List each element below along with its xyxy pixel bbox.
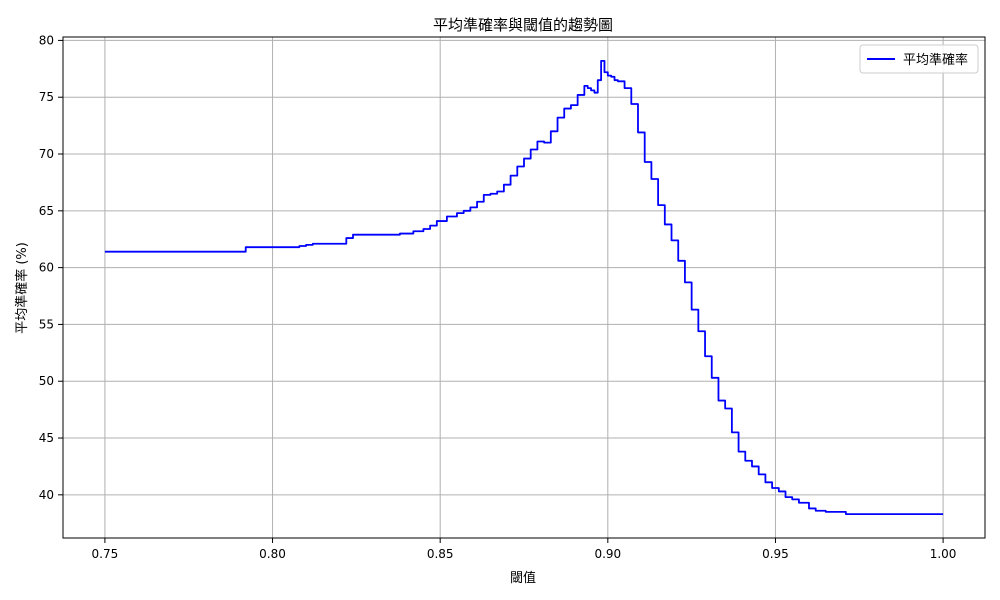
- y-tick-label: 80: [39, 33, 54, 47]
- grid: [63, 37, 985, 538]
- x-tick-label: 0.75: [92, 547, 119, 561]
- y-tick-label: 55: [39, 317, 54, 331]
- legend: 平均準確率: [859, 44, 979, 74]
- axis-ticks: 0.75 0.80 0.85 0.90 0.95 1.00 40 45 50 55 60 65 70 75…: [39, 33, 957, 561]
- legend-box: [859, 44, 979, 74]
- y-tick-label: 65: [39, 204, 54, 218]
- series-line-0: [104, 59, 944, 516]
- x-tick-label: 0.90: [594, 547, 621, 561]
- x-tick-label: 0.95: [762, 547, 789, 561]
- y-tick-label: 45: [39, 431, 54, 445]
- y-tick-label: 70: [39, 147, 54, 161]
- x-axis-title: 閾值: [510, 570, 536, 586]
- plot-frame: [62, 36, 986, 539]
- y-tick-label: 60: [39, 261, 54, 275]
- y-tick-label: 40: [39, 488, 54, 502]
- series-layer: [104, 59, 944, 516]
- x-tick-label: 0.85: [427, 547, 454, 561]
- y-tick-label: 50: [39, 374, 54, 388]
- x-tick-label: 0.80: [259, 547, 286, 561]
- y-tick-label: 75: [39, 90, 54, 104]
- chart-title: 平均準確率與閾值的趨勢圖: [433, 16, 613, 34]
- x-tick-label: 1.00: [930, 547, 957, 561]
- y-axis-title: 平均準確率 (%): [14, 242, 30, 334]
- legend-label: 平均準確率: [903, 52, 968, 68]
